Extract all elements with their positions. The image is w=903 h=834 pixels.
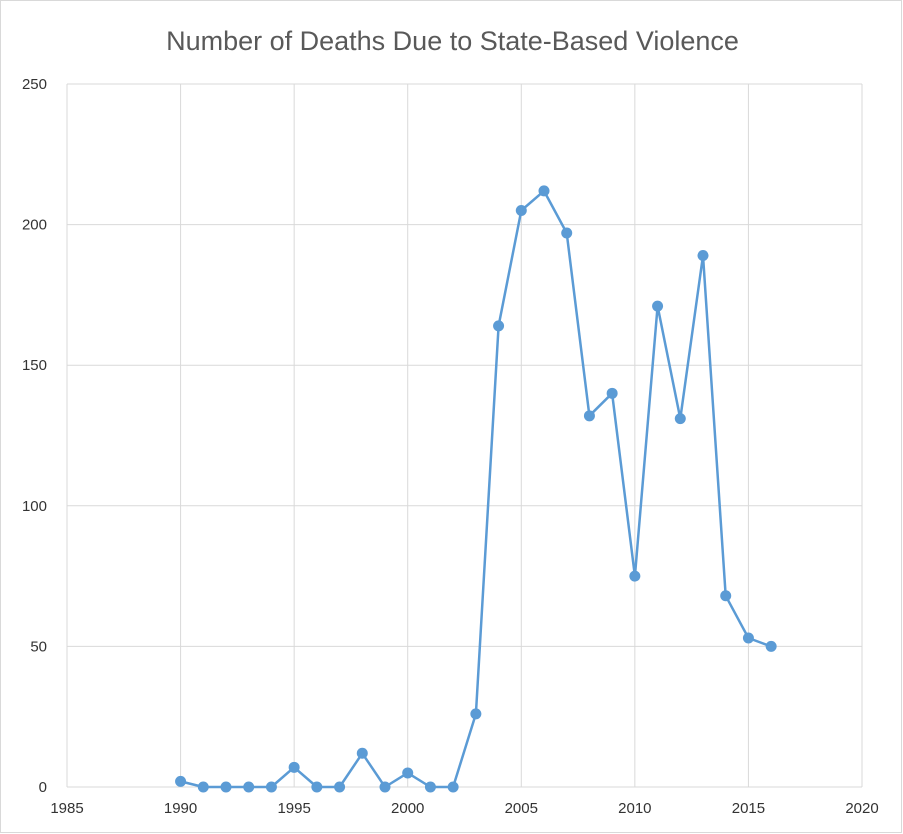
data-point <box>470 708 482 720</box>
tick-labels: 0 50 100 150 200 250 1985 1990 1995 2000 2005 2010 2… <box>22 76 879 817</box>
x-tick-label: 2000 <box>391 800 424 817</box>
data-point <box>538 185 550 197</box>
data-point <box>379 781 391 793</box>
data-point <box>356 747 368 759</box>
data-point <box>220 781 232 793</box>
data-point <box>674 413 686 425</box>
y-tick-label: 50 <box>30 638 47 655</box>
data-point <box>629 570 641 582</box>
gridlines <box>66 83 863 788</box>
x-tick-label: 2015 <box>732 800 765 817</box>
x-tick-label: 2020 <box>845 800 878 817</box>
data-point <box>334 781 346 793</box>
data-point <box>720 590 732 602</box>
data-point <box>765 640 777 652</box>
data-point <box>742 632 754 644</box>
y-tick-label: 250 <box>22 76 47 93</box>
y-tick-label: 200 <box>22 217 47 234</box>
series-layer <box>175 185 777 793</box>
y-tick-label: 150 <box>22 357 47 374</box>
x-tick-label: 1985 <box>50 800 83 817</box>
x-tick-label: 1995 <box>277 800 310 817</box>
data-point <box>311 781 323 793</box>
x-tick-label: 1990 <box>164 800 197 817</box>
chart-title: Number of Deaths Due to State-Based Viol… <box>166 26 739 56</box>
data-point <box>583 410 595 422</box>
data-point <box>197 781 209 793</box>
data-point <box>447 781 459 793</box>
data-point <box>243 781 255 793</box>
y-tick-label: 0 <box>39 779 47 796</box>
data-point <box>288 761 300 773</box>
data-point <box>265 781 277 793</box>
x-tick-label: 2010 <box>618 800 651 817</box>
y-tick-label: 100 <box>22 498 47 515</box>
x-tick-label: 2005 <box>505 800 538 817</box>
data-point <box>424 781 436 793</box>
data-point <box>652 300 664 312</box>
data-point <box>561 227 573 239</box>
series-line <box>180 189 772 789</box>
data-point <box>402 767 414 779</box>
data-point <box>493 320 505 332</box>
data-point <box>175 775 187 787</box>
data-point <box>515 205 527 217</box>
data-point <box>697 250 709 262</box>
data-point <box>606 387 618 399</box>
